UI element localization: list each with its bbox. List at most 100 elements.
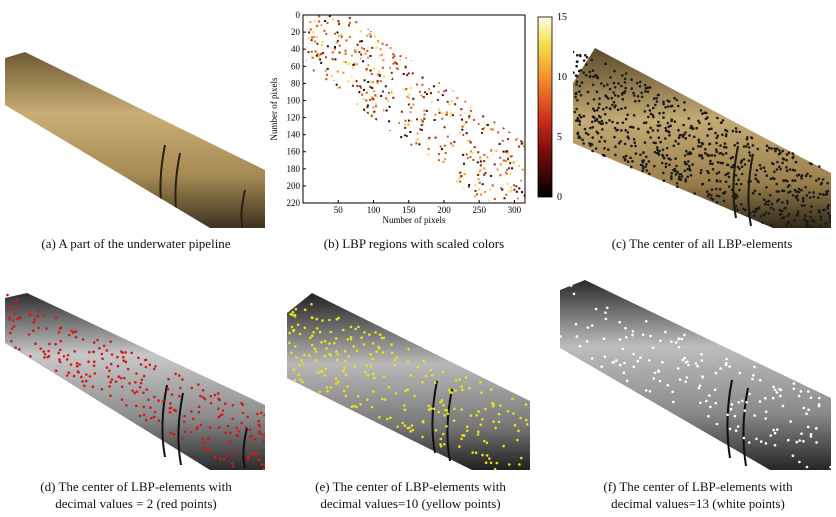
lbp-center-point	[787, 438, 790, 442]
lbp-center-point	[259, 411, 263, 414]
lbp-pixel	[461, 118, 463, 121]
lbp-center-point	[217, 407, 220, 410]
lbp-center-point	[69, 363, 73, 366]
lbp-center-point	[730, 403, 734, 406]
lbp-center-point	[824, 222, 828, 225]
lbp-pixel	[507, 190, 510, 193]
lbp-pixel	[444, 166, 447, 169]
lbp-center-point	[378, 416, 381, 419]
lbp-center-point	[651, 129, 655, 132]
lbp-pixel	[506, 182, 509, 185]
lbp-pixel	[380, 112, 383, 115]
lbp-center-point	[137, 356, 140, 360]
lbp-pixel	[400, 136, 403, 139]
lbp-center-point	[809, 435, 813, 438]
lbp-center-point	[588, 75, 592, 79]
lbp-center-point	[396, 425, 399, 428]
lbp-center-point	[638, 80, 642, 84]
lbp-center-point	[773, 170, 776, 174]
y-tick-label: 120	[287, 113, 301, 123]
lbp-center-point	[263, 434, 265, 437]
lbp-center-point	[636, 94, 640, 98]
lbp-center-point	[715, 172, 719, 175]
lbp-center-point	[772, 208, 775, 211]
lbp-center-point	[612, 100, 616, 104]
lbp-pixel	[463, 147, 466, 150]
lbp-center-point	[745, 401, 748, 404]
lbp-pixel	[490, 128, 493, 131]
lbp-center-point	[203, 447, 206, 450]
lbp-center-point	[122, 359, 125, 362]
lbp-center-point	[786, 221, 789, 225]
lbp-pixel	[449, 109, 452, 112]
lbp-pixel	[455, 98, 458, 101]
lbp-pixel	[318, 55, 320, 58]
lbp-pixel	[318, 15, 321, 18]
lbp-center-point	[647, 160, 651, 163]
lbp-pixel	[340, 36, 343, 39]
lbp-pixel	[405, 88, 408, 90]
lbp-pixel	[407, 103, 410, 106]
lbp-center-point	[77, 371, 80, 374]
lbp-center-point	[27, 333, 31, 336]
lbp-center-point	[740, 165, 744, 168]
lbp-center-point	[733, 144, 736, 147]
lbp-pixel	[359, 47, 362, 50]
lbp-center-point	[684, 178, 687, 181]
lbp-center-point	[817, 209, 821, 212]
lbp-center-point	[365, 364, 369, 367]
lbp-center-point	[643, 110, 647, 113]
lbp-center-point	[593, 119, 597, 122]
lbp-center-point	[575, 80, 579, 83]
lbp-center-point	[296, 323, 300, 326]
lbp-center-point	[320, 340, 323, 344]
lbp-pixel	[324, 20, 327, 22]
lbp-center-point	[578, 120, 582, 123]
lbp-center-point	[81, 380, 84, 383]
lbp-pixel	[483, 153, 486, 156]
lbp-center-point	[749, 180, 752, 183]
panel-f-caption: (f) The center of LBP-elements with deci…	[565, 478, 831, 512]
lbp-center-point	[643, 141, 647, 144]
lbp-center-point	[682, 133, 686, 136]
lbp-pixel	[420, 94, 423, 97]
lbp-center-point	[465, 429, 469, 433]
lbp-pixel	[425, 109, 428, 112]
y-tick-label: 20	[291, 27, 301, 37]
lbp-center-point	[582, 142, 585, 145]
lbp-pixel	[520, 139, 523, 142]
lbp-center-point	[623, 158, 627, 162]
lbp-pixel	[491, 184, 494, 187]
lbp-center-point	[421, 419, 425, 423]
lbp-center-point	[621, 121, 625, 124]
lbp-center-point	[674, 157, 677, 160]
lbp-center-point	[755, 169, 759, 172]
lbp-center-point	[678, 337, 681, 340]
lbp-center-point	[452, 419, 456, 422]
lbp-center-point	[747, 214, 751, 217]
lbp-pixel	[395, 84, 398, 87]
lbp-center-point	[356, 394, 360, 398]
lbp-pixel	[359, 40, 362, 43]
lbp-pixel	[457, 119, 459, 122]
lbp-center-point	[812, 191, 815, 194]
lbp-center-point	[218, 457, 222, 460]
lbp-center-point	[637, 127, 640, 131]
lbp-center-point	[373, 376, 376, 380]
lbp-pixel	[367, 81, 370, 83]
lbp-pixel	[374, 94, 377, 97]
lbp-center-point	[801, 200, 805, 203]
lbp-center-point	[134, 380, 137, 384]
lbp-pixel	[458, 177, 461, 180]
lbp-pixel	[423, 117, 426, 120]
lbp-center-point	[390, 351, 394, 355]
lbp-center-point	[759, 440, 763, 443]
lbp-pixel	[486, 195, 489, 197]
lbp-center-point	[576, 132, 579, 135]
lbp-center-point	[88, 375, 92, 378]
lbp-center-point	[469, 414, 473, 417]
lbp-center-point	[602, 84, 606, 88]
lbp-pixel	[485, 123, 488, 126]
lbp-pixel	[356, 43, 359, 46]
lbp-pixel	[501, 188, 504, 191]
